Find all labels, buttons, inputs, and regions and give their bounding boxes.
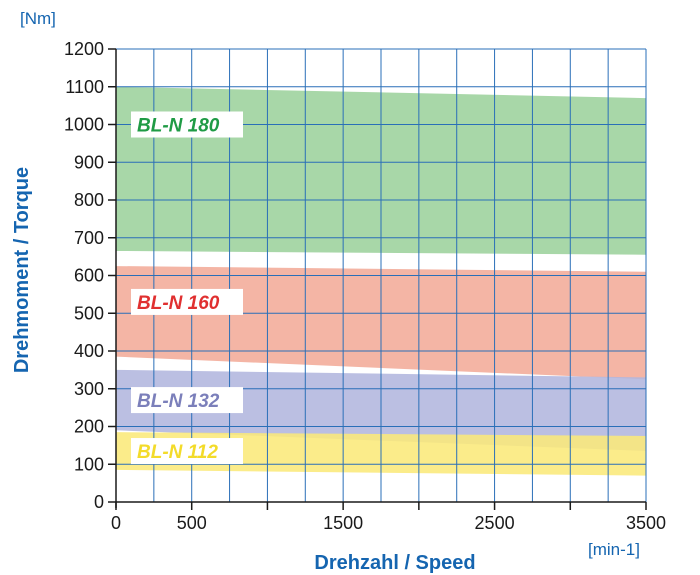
y-unit-label: [Nm]: [20, 9, 56, 28]
series-labels: BL-N 180 BL-N 160 BL-N 132 BL-N 112: [131, 111, 243, 465]
series-label-box-1: [131, 111, 243, 138]
series-label-box-3: [131, 387, 243, 414]
x-tick-label-3: 2500: [475, 513, 515, 533]
y-tick-label-1: 100: [74, 454, 104, 474]
x-tick-label-2: 1500: [323, 513, 363, 533]
x-tick-label-1: 500: [177, 513, 207, 533]
series-label-box-2: [131, 288, 243, 315]
series-label-box-4: [131, 438, 243, 465]
y-tick-label-8: 800: [74, 190, 104, 210]
axes: 0 100 200 300 400 500 600 700 800 900 1000 1100 1200…: [64, 39, 666, 533]
y-tick-label-0: 0: [94, 492, 104, 512]
series-label-4: BL-N 112: [137, 442, 218, 463]
y-tick-label-11: 1100: [65, 77, 104, 97]
y-tick-label-9: 900: [74, 152, 104, 172]
x-axis-title: Drehzahl / Speed: [314, 552, 475, 574]
series-label-2: BL-N 160: [137, 293, 220, 314]
series-label-1: BL-N 180: [137, 116, 220, 137]
y-axis-title: Drehmoment / Torque: [11, 167, 33, 373]
x-tick-label-4: 3500: [626, 513, 666, 533]
y-tick-label-4: 400: [74, 341, 104, 361]
y-tick-label-3: 300: [74, 379, 104, 399]
series-label-3: BL-N 132: [137, 391, 220, 412]
y-tick-label-7: 700: [74, 228, 104, 248]
x-unit-label: [min-1]: [588, 540, 640, 559]
y-tick-label-2: 200: [74, 417, 104, 437]
y-tick-label-10: 1000: [64, 115, 104, 135]
y-tick-label-6: 600: [74, 266, 104, 286]
y-tick-label-5: 500: [74, 303, 104, 323]
x-tick-label-0: 0: [111, 513, 121, 533]
y-tick-label-12: 1200: [64, 39, 104, 59]
